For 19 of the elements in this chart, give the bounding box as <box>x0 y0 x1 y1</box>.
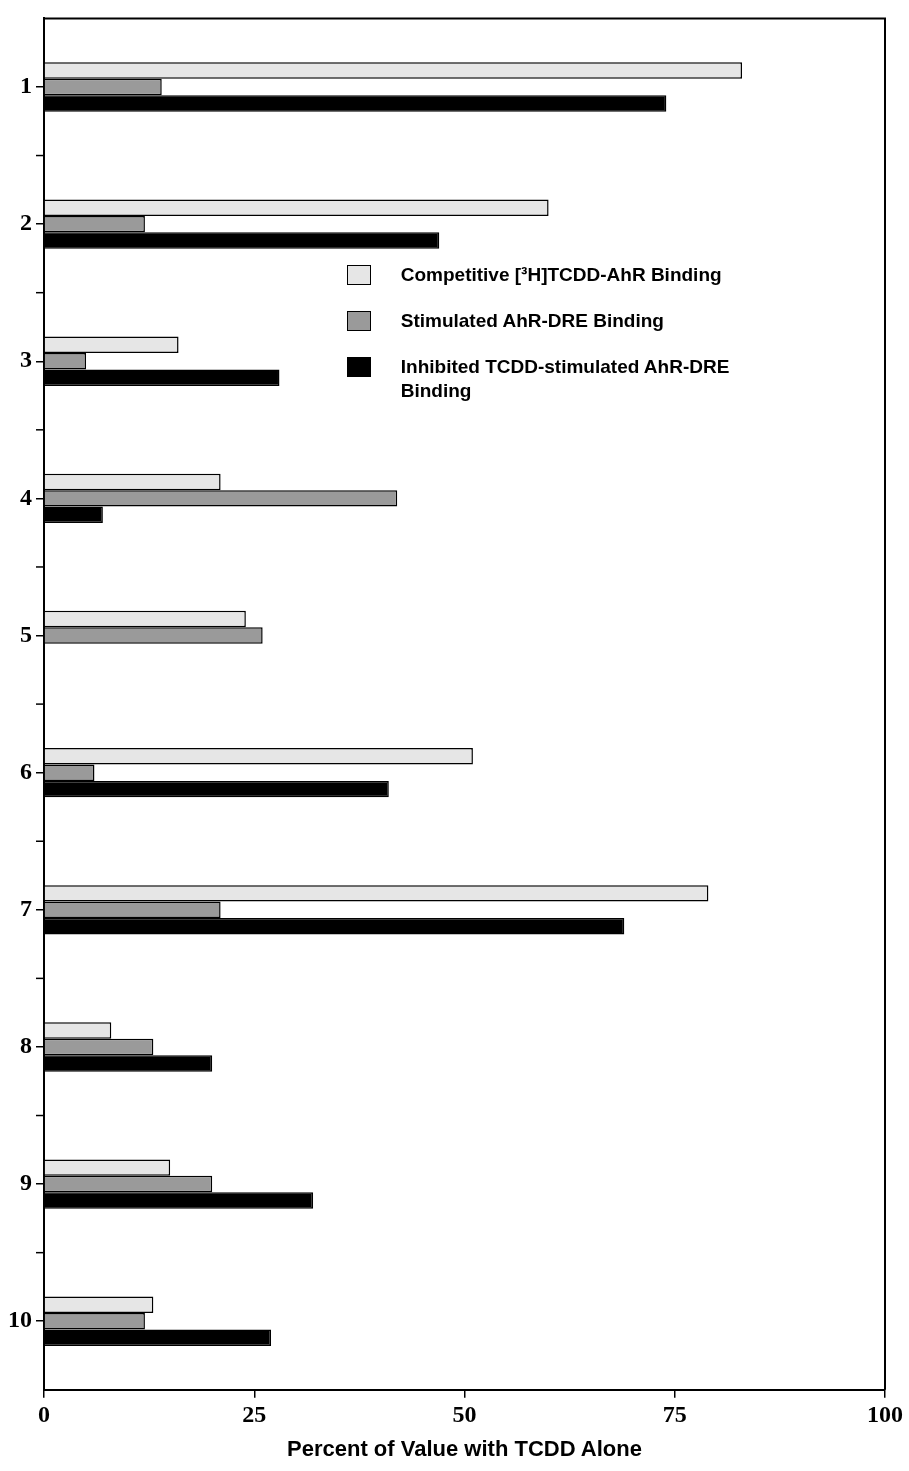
y-tick-label: 8 <box>20 1032 32 1059</box>
x-tick-label: 25 <box>242 1401 267 1428</box>
x-tick-label: 75 <box>662 1401 687 1428</box>
y-tick-label: 4 <box>20 483 32 510</box>
y-tick-label: 7 <box>20 895 32 922</box>
y-tick-label: 2 <box>20 209 32 236</box>
legend-label: Competitive [³H]TCDD-AhR Binding <box>400 263 723 288</box>
y-tick-label: 5 <box>20 620 32 647</box>
x-tick-label: 50 <box>452 1401 477 1428</box>
x-tick-label: 0 <box>38 1401 50 1428</box>
x-tick-label: 100 <box>867 1401 903 1428</box>
y-tick-label: 6 <box>20 757 32 784</box>
legend-label: Inhibited TCDD-stimulated AhR-DRE Binding <box>400 355 731 404</box>
legend-label: Stimulated AhR-DRE Binding <box>400 309 665 334</box>
x-axis-title: Percent of Value with TCDD Alone <box>287 1435 642 1461</box>
y-tick-label: 10 <box>8 1306 32 1333</box>
y-tick-label: 1 <box>20 72 32 99</box>
y-tick-label: 9 <box>20 1169 32 1196</box>
y-tick-label: 3 <box>20 346 32 373</box>
